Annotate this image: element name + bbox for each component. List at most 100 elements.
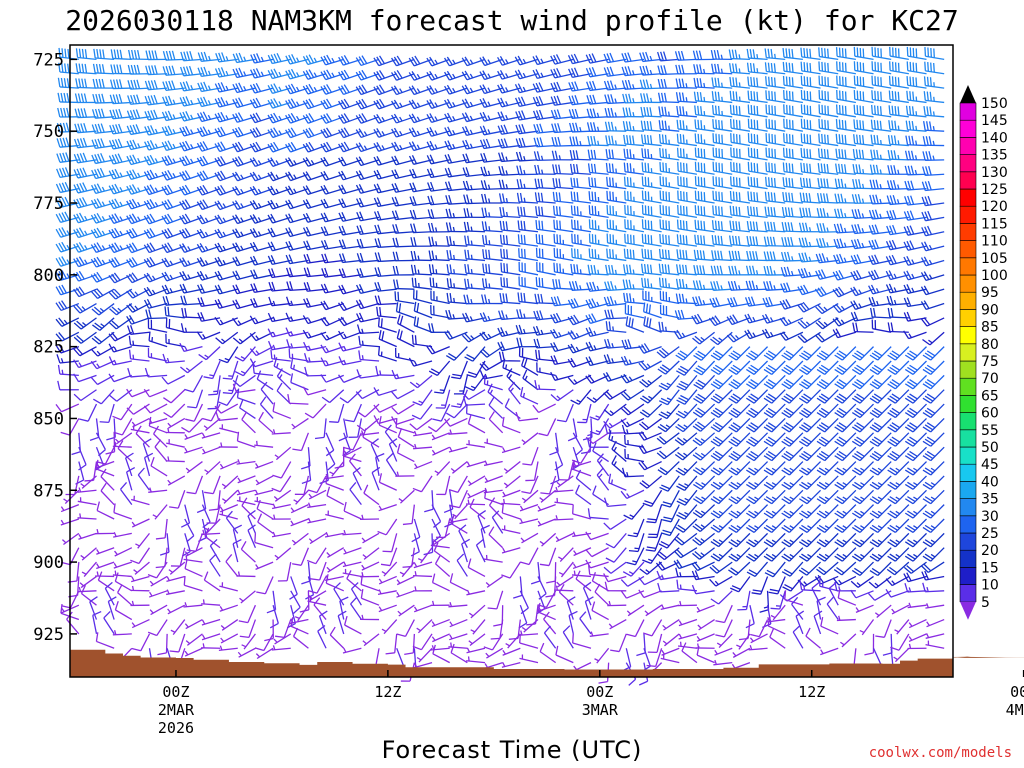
colorbar-tick-label: 60: [981, 406, 999, 422]
wind-barb: [638, 575, 662, 586]
wind-barb: [728, 532, 751, 548]
wind-barb: [90, 212, 115, 224]
wind-barb: [169, 633, 186, 653]
wind-barb: [197, 66, 221, 78]
wind-barb: [604, 309, 627, 320]
wind-barb: [730, 176, 751, 190]
wind-barb: [276, 368, 292, 391]
wind-barb: [431, 618, 450, 628]
wind-barb: [550, 81, 574, 93]
wind-barb: [73, 331, 97, 344]
wind-barb: [361, 532, 380, 544]
wind-barb: [434, 555, 451, 577]
wind-barb: [445, 403, 468, 419]
wind-barb: [342, 647, 362, 654]
wind-barb: [209, 538, 221, 563]
wind-barb: [485, 575, 504, 588]
wind-barb: [904, 518, 927, 533]
wind-barb: [325, 446, 336, 471]
wind-barb: [594, 647, 610, 664]
wind-barb: [90, 271, 115, 283]
wind-barb: [232, 383, 256, 394]
wind-barb: [815, 317, 839, 330]
wind-barb: [894, 619, 910, 635]
wind-barb: [533, 123, 556, 134]
wind-barb: [658, 277, 680, 290]
wind-barb: [659, 162, 680, 175]
wind-barb: [534, 379, 556, 391]
colorbar-tick-label: 90: [981, 302, 999, 318]
colorbar-swatch: [959, 532, 977, 551]
wind-barb: [343, 615, 362, 635]
wind-barb: [875, 619, 892, 638]
wind-barb: [268, 296, 291, 307]
wind-barb: [498, 165, 521, 176]
colorbar-swatch: [959, 515, 977, 534]
colorbar-tick-label: 80: [981, 337, 999, 353]
wind-barb: [659, 475, 680, 492]
wind-barb: [373, 197, 397, 208]
wind-barb: [135, 532, 150, 549]
wind-barb: [586, 122, 609, 132]
wind-barb: [728, 374, 751, 390]
wind-barb: [800, 133, 821, 147]
wind-barb: [550, 389, 574, 402]
wind-barb: [480, 152, 503, 163]
wind-barb: [519, 518, 539, 525]
wind-barb: [603, 80, 627, 91]
wind-barb: [225, 554, 239, 577]
wind-barb: [798, 374, 822, 390]
x-axis-label: Forecast Time (UTC): [382, 736, 643, 764]
wind-barb: [271, 645, 291, 651]
wind-barb: [763, 532, 786, 548]
wind-barb: [577, 403, 592, 424]
wind-barb: [624, 219, 645, 233]
wind-barb: [570, 177, 592, 190]
wind-barb: [818, 118, 839, 132]
x-tick-label: 00Z: [586, 683, 613, 701]
wind-barb: [254, 496, 274, 506]
wind-barb: [483, 374, 503, 391]
wind-barb: [376, 306, 397, 319]
wind-barb: [469, 498, 486, 520]
wind-barb: [816, 374, 839, 390]
wind-barb: [853, 104, 874, 118]
wind-barb: [73, 137, 97, 149]
wind-barb: [657, 582, 680, 593]
wind-barb: [922, 532, 945, 548]
wind-barb: [638, 431, 662, 441]
wind-barb: [816, 192, 839, 204]
wind-barb: [145, 309, 168, 320]
wind-barb: [497, 341, 521, 352]
wind-barb: [502, 489, 521, 498]
wind-barb: [329, 403, 345, 423]
wind-barb: [110, 64, 132, 75]
wind-barb: [781, 561, 804, 577]
wind-barb: [554, 515, 574, 521]
wind-barb: [763, 432, 786, 447]
wind-barb: [391, 389, 415, 400]
wind-barb: [358, 350, 380, 362]
colorbar-swatch: [959, 274, 977, 293]
wind-barb: [904, 547, 927, 562]
wind-barb: [126, 109, 150, 120]
wind-barb: [556, 475, 574, 488]
wind-barb: [886, 180, 909, 190]
wind-barb: [571, 570, 592, 578]
wind-barb: [169, 490, 186, 509]
y-tick-label: 900: [33, 553, 64, 573]
wind-barb: [797, 301, 821, 313]
wind-barb: [675, 518, 698, 533]
wind-barb: [805, 627, 821, 649]
wind-barb: [466, 656, 486, 664]
wind-barb: [886, 561, 910, 576]
wind-barb: [126, 272, 150, 284]
wind-barb: [554, 497, 574, 506]
wind-barb: [764, 62, 786, 75]
wind-barbs: [55, 46, 945, 686]
wind-barb: [444, 153, 468, 164]
wind-barb: [819, 576, 839, 592]
wind-barb: [103, 610, 115, 635]
wind-barb: [621, 424, 644, 435]
wind-barb: [641, 277, 662, 290]
